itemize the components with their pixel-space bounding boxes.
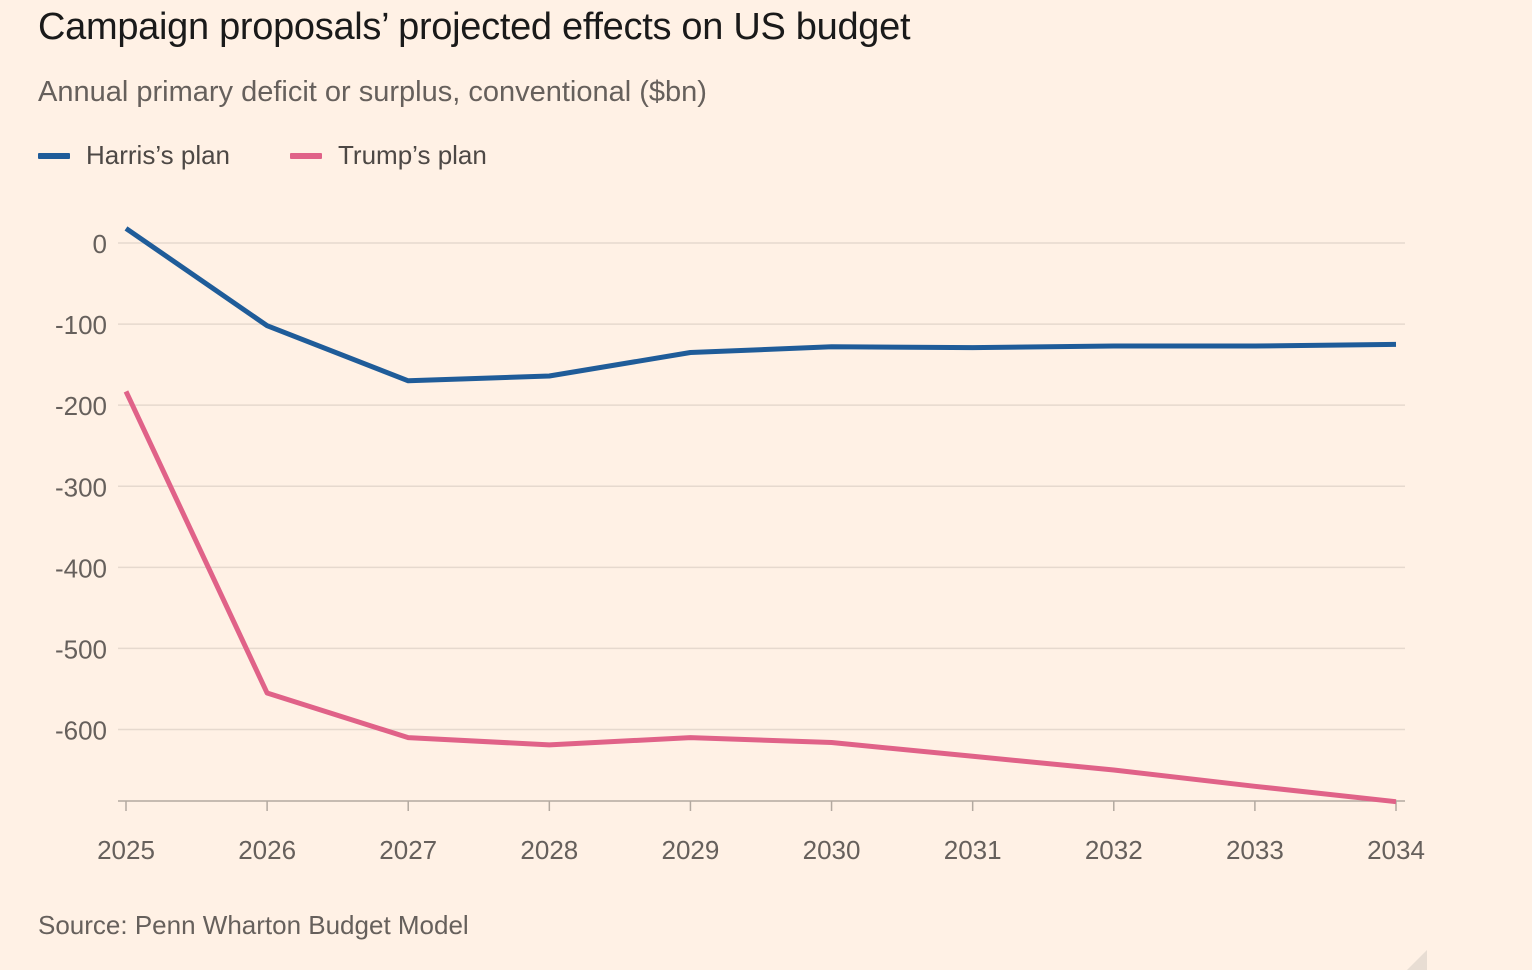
chart-source: Source: Penn Wharton Budget Model [38,910,469,940]
x-tick-label: 2032 [1085,835,1143,865]
chart-title: Campaign proposals’ projected effects on… [38,6,911,48]
legend-item-trump: Trump’s plan [290,140,487,171]
legend-swatch-harris [38,152,70,159]
x-tick-label: 2029 [662,835,720,865]
legend-label-harris: Harris’s plan [86,140,231,170]
y-tick-label: -400 [55,553,107,583]
legend-item-harris: Harris’s plan [38,140,230,171]
y-tick-label: -600 [55,716,107,746]
corner-fold [1407,950,1427,970]
x-tick-label: 2026 [238,835,296,865]
y-tick-label: 0 [93,229,107,259]
y-tick-label: -500 [55,634,107,664]
x-tick-label: 2031 [944,835,1002,865]
grid-lines [118,242,1405,731]
x-tick-label: 2030 [803,835,861,865]
y-axis-ticks: 0 -100 -200 -300 -400 -500 -600 [55,229,107,746]
x-axis: 2025 2026 2027 2028 2029 2030 2031 2032 2033 2034 [97,800,1425,865]
x-tick-label: 2028 [520,835,578,865]
legend-swatch-trump [290,152,323,159]
chart-subtitle: Annual primary deficit or surplus, conve… [38,76,707,108]
legend-label-trump: Trump’s plan [338,140,487,170]
series-lines [123,226,1397,805]
series-line-harris [124,226,1397,384]
x-tick-label: 2034 [1367,835,1425,865]
y-tick-label: -300 [55,472,107,502]
y-tick-label: -100 [55,310,107,340]
legend: Harris’s plan Trump’s plan [38,140,547,171]
x-tick-label: 2025 [97,835,155,865]
series-line-trump [123,390,1397,805]
x-tick-label: 2033 [1226,835,1284,865]
y-tick-label: -200 [55,391,107,421]
x-tick-label: 2027 [379,835,437,865]
